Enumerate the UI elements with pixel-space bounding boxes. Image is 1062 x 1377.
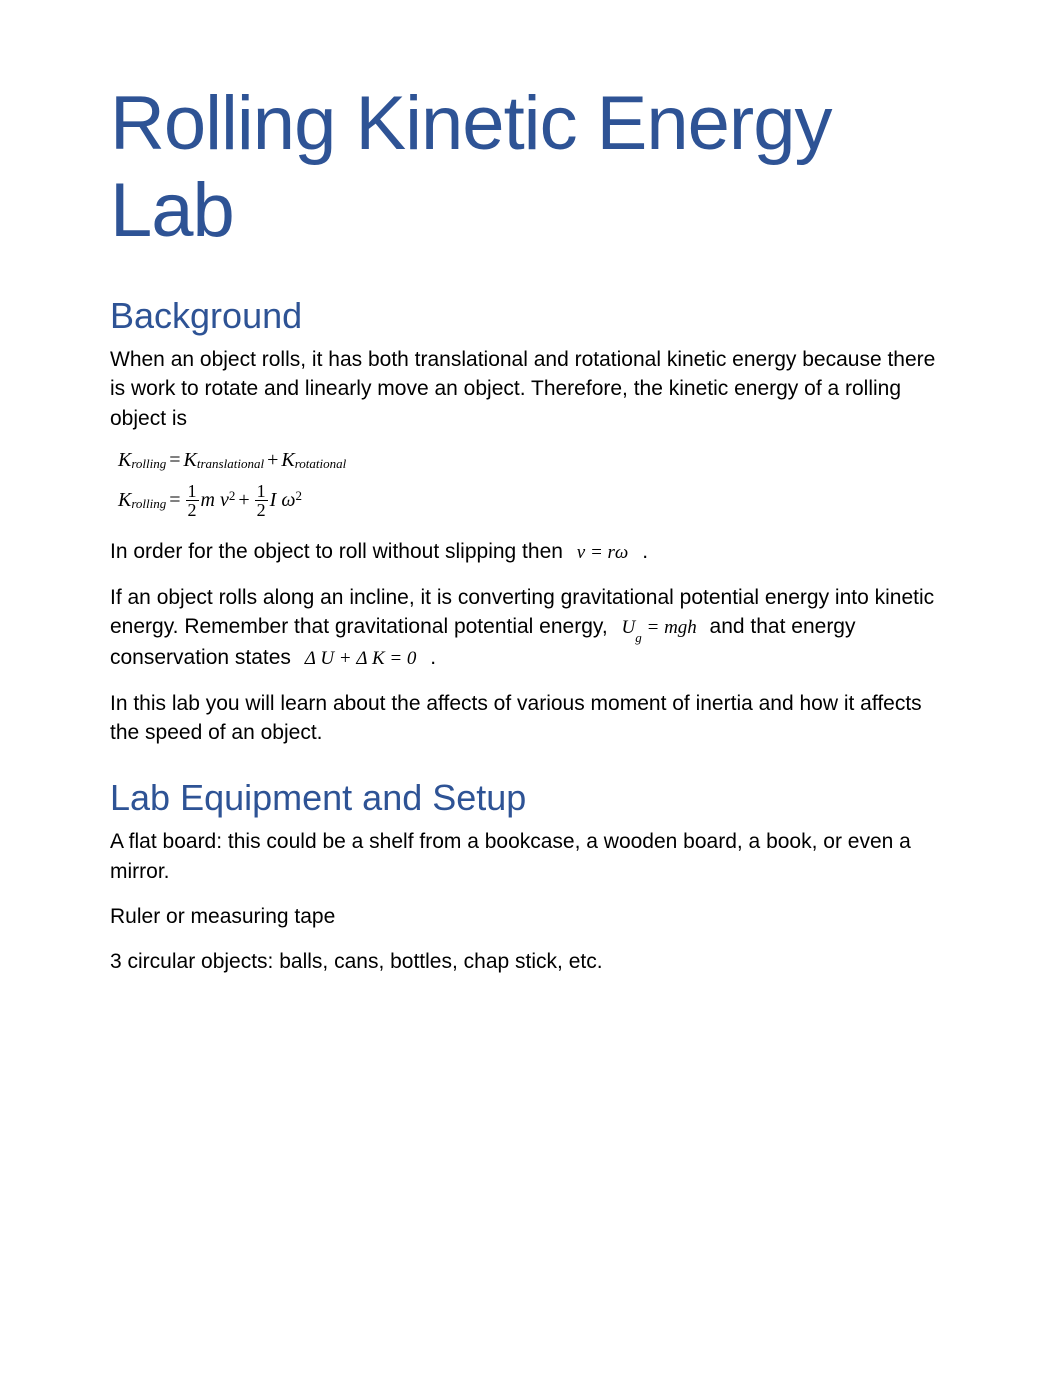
background-heading: Background [110,295,952,337]
eq1-rhsB-sub: rotational [295,456,347,472]
background-paragraph-4: In this lab you will learn about the aff… [110,689,952,748]
eq1-rhsA-sub: translational [197,456,264,472]
inline-math-conservation: Δ U + Δ K = 0 [305,648,417,669]
page-content: Rolling Kinetic Energy Lab Background Wh… [110,80,952,977]
document-title: Rolling Kinetic Energy Lab [110,80,952,255]
background-paragraph-3: If an object rolls along an incline, it … [110,583,952,673]
inline-math-v-rw: v = rω [577,542,629,563]
eq2-term2-sym: I ω [270,489,296,512]
equals-sign: = [169,489,180,512]
eq1-lhs-sub: rolling [131,456,166,472]
eq1-lhs-var: K [118,449,131,472]
eq1-rhsB-var: K [281,449,294,472]
p2-text-a: In order for the object to roll without … [110,540,563,563]
equation-block: Krolling = Ktranslational + Krotational … [118,449,952,519]
equation-2: Krolling = 12 m v2 + 12 I ω2 [118,482,952,519]
eq2-lhs-sub: rolling [131,496,166,512]
equipment-item-2: Ruler or measuring tape [110,902,952,931]
ug-var: U [622,617,636,638]
equipment-item-1: A flat board: this could be a shelf from… [110,827,952,886]
eq2-term2-pow: 2 [295,488,302,504]
plus-sign: + [267,449,278,472]
ug-rhs: = mgh [647,617,697,638]
fraction-half-2: 12 [255,482,268,519]
fraction-half-1: 12 [186,482,199,519]
eq1-rhsA-var: K [184,449,197,472]
equation-1: Krolling = Ktranslational + Krotational [118,449,952,472]
eq2-term1-sym: m v [201,489,229,512]
background-paragraph-2: In order for the object to roll without … [110,537,952,567]
eq2-term1-pow: 2 [229,488,236,504]
ug-sub: g [635,630,642,645]
equals-sign: = [169,449,180,472]
p3-text-c: . [430,646,436,669]
equipment-item-3: 3 circular objects: balls, cans, bottles… [110,947,952,976]
equipment-heading: Lab Equipment and Setup [110,777,952,819]
p2-text-b: . [642,540,648,563]
plus-sign: + [238,489,249,512]
background-paragraph-1: When an object rolls, it has both transl… [110,345,952,433]
eq2-lhs-var: K [118,489,131,512]
inline-math-ug: Ug = mgh [622,617,702,638]
